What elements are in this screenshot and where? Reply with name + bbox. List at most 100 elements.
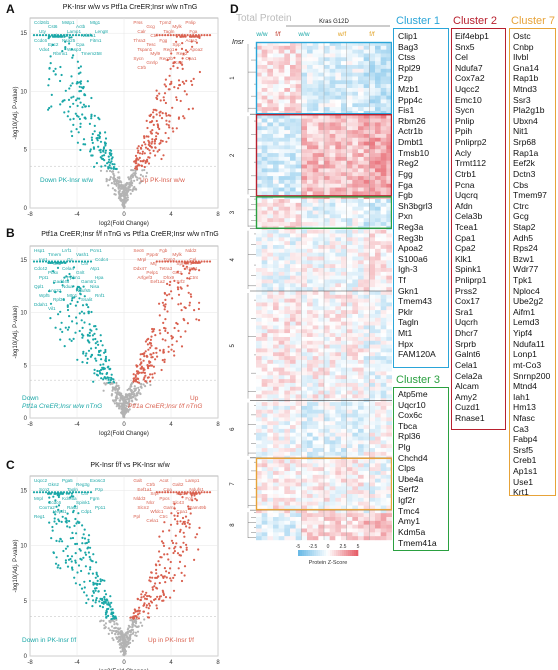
- heat-cell: [375, 49, 381, 54]
- heat-cell: [267, 206, 274, 211]
- vc-point-658: [132, 631, 135, 634]
- va-point-545: [101, 157, 105, 161]
- heat-cell: [363, 80, 370, 85]
- heat-cell: [324, 248, 330, 253]
- heat-cell: [352, 99, 359, 104]
- va-up-gene-1: Gcg: [146, 24, 155, 29]
- heat-cell: [312, 95, 319, 100]
- vc-ytick-2: 10: [20, 544, 27, 550]
- heat-cell: [363, 237, 370, 242]
- heat-cell: [273, 191, 279, 196]
- vb-ytick-3: 15: [20, 258, 27, 264]
- heat-cell: [307, 432, 313, 437]
- heat-cell: [386, 64, 392, 70]
- heat-cell: [284, 436, 291, 441]
- heat-cell: [386, 118, 392, 123]
- heat-cell: [307, 107, 313, 112]
- heat-cell: [273, 390, 279, 395]
- heat-cell: [386, 444, 392, 449]
- vb-down-gene-9: Ccdc4: [95, 257, 108, 262]
- heat-cell: [341, 425, 347, 430]
- vc-point-506: [163, 521, 166, 524]
- va-point-117: [63, 111, 66, 114]
- vb-point-97: [197, 307, 200, 311]
- vb-point-329: [86, 339, 89, 342]
- heat-cell: [295, 241, 302, 246]
- heat-cell: [369, 428, 376, 433]
- heat-cell: [335, 298, 342, 303]
- heat-cell: [278, 53, 285, 58]
- heat-cell: [369, 222, 376, 227]
- vb-point-214: [186, 322, 189, 325]
- heat-cell: [295, 218, 302, 223]
- vb-point-399: [155, 347, 158, 350]
- va-point-502: [185, 79, 188, 82]
- heat-cell: [341, 268, 347, 273]
- heat-cell: [341, 218, 347, 223]
- heat-cell: [369, 141, 376, 146]
- heat-cell: [352, 64, 359, 70]
- vc-point-572: [54, 513, 57, 516]
- vc-point-126: [71, 536, 75, 540]
- heat-cell: [358, 306, 364, 311]
- heat-cell: [324, 283, 330, 288]
- heat-cell: [324, 313, 330, 319]
- heat-cell: [301, 87, 308, 92]
- heat-cell: [307, 268, 313, 273]
- heat-cell: [290, 321, 296, 326]
- heat-cell: [369, 210, 376, 215]
- heat-cell: [261, 49, 268, 54]
- vc-point-105: [138, 606, 141, 609]
- heat-cell: [318, 176, 325, 181]
- heat-cell: [318, 191, 325, 196]
- heat-cell: [284, 264, 291, 269]
- heat-cell: [363, 118, 370, 123]
- heat-cell: [346, 122, 353, 127]
- heat-cell: [273, 156, 279, 161]
- va-point-261: [47, 108, 50, 111]
- heat-cell: [386, 306, 392, 311]
- vc-point-95: [92, 591, 95, 594]
- heat-cell: [380, 371, 387, 376]
- vc-point-427: [48, 496, 51, 499]
- heat-cell: [273, 371, 279, 376]
- vb-point-135: [72, 285, 75, 288]
- heat-cell: [284, 126, 291, 131]
- heat-cell: [341, 264, 347, 269]
- heat-cell: [346, 291, 353, 296]
- heat-cell: [335, 425, 342, 430]
- heat-cell: [267, 110, 274, 115]
- heat-cell: [256, 49, 262, 54]
- heat-cell: [352, 283, 359, 288]
- vc-up-gene-19: Fam49b: [189, 505, 206, 510]
- heat-cell: [375, 72, 381, 77]
- heat-cell: [278, 298, 285, 303]
- heat-cell: [312, 176, 319, 181]
- va-point-588: [108, 152, 112, 155]
- vc-point-143: [164, 581, 167, 584]
- heat-cell: [318, 382, 325, 387]
- heat-cell: [307, 110, 313, 115]
- heat-cell: [256, 409, 262, 414]
- vb-up-gene-18: Srf2: [176, 279, 185, 284]
- heat-cell: [369, 264, 376, 269]
- heat-cell: [256, 84, 262, 89]
- vc-point-440: [64, 561, 67, 564]
- heat-cell: [375, 183, 381, 188]
- heat-cell: [324, 306, 330, 311]
- heat-cell: [324, 325, 330, 330]
- heat-cell: [301, 172, 308, 177]
- heat-cell: [301, 68, 308, 73]
- vb-point-422: [82, 352, 85, 355]
- vb-down-gene-17: Pphn1: [67, 275, 81, 280]
- va-point-259: [79, 148, 82, 152]
- vb-point-545: [144, 374, 147, 377]
- vc-point-132: [181, 550, 185, 553]
- heat-cell: [267, 202, 274, 207]
- heat-cell: [256, 394, 262, 399]
- heat-cell: [318, 156, 325, 161]
- vc-toppoint-4: [44, 491, 48, 494]
- heat-cell: [335, 179, 342, 184]
- heat-cell: [261, 367, 268, 372]
- heat-cell: [380, 348, 387, 353]
